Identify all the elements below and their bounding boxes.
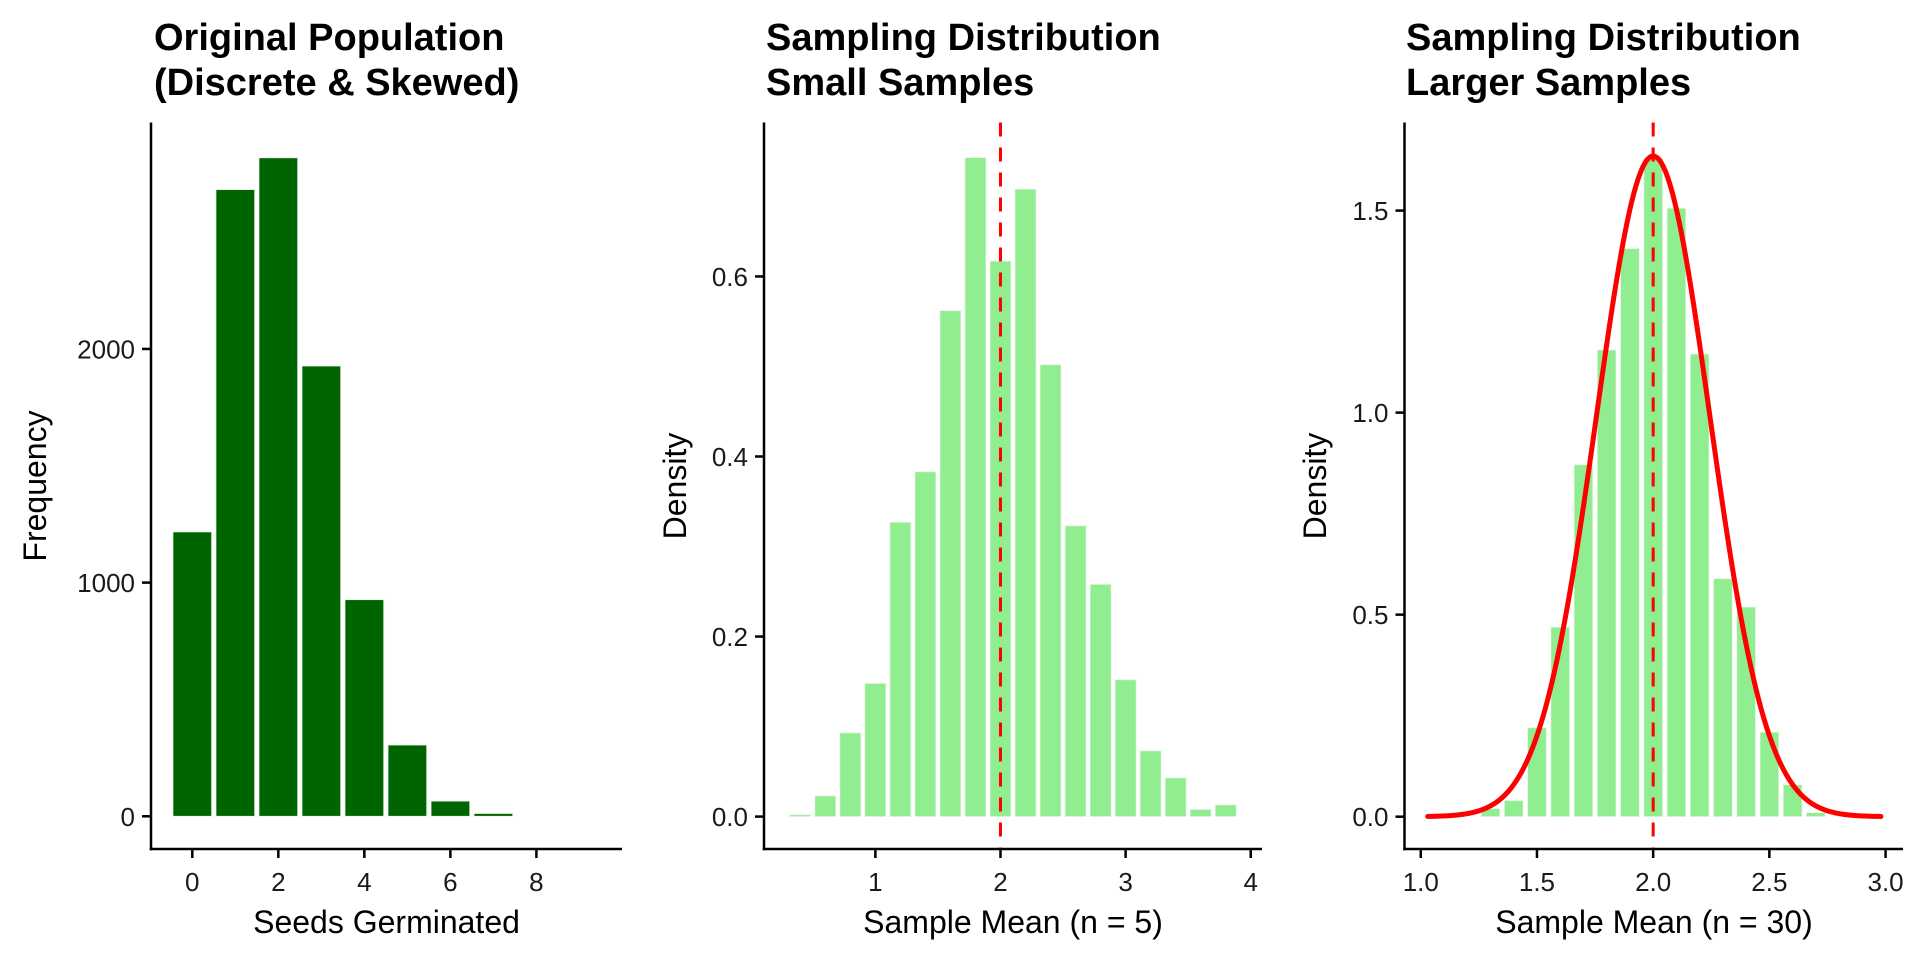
y-tick-label: 0 (121, 802, 135, 832)
y-tick-label: 1000 (77, 568, 135, 598)
bar (258, 157, 299, 817)
panel-title-line-1: Sampling Distribution (1406, 17, 1801, 59)
bar (387, 744, 428, 817)
bar (864, 682, 887, 817)
panel-small-samples: Sampling Distribution Small Samples Samp… (657, 17, 1262, 940)
y-tick-label: 0.2 (712, 622, 748, 652)
bars (1425, 122, 1884, 849)
bars (789, 122, 1237, 849)
x-tick-label: 2.5 (1751, 867, 1787, 897)
bar (1089, 583, 1112, 817)
panel-title-line-2: Small Samples (766, 62, 1034, 104)
bar (1689, 353, 1710, 818)
panel-title-line-1: Sampling Distribution (766, 17, 1161, 59)
bar (1214, 804, 1237, 817)
normal-curve (1425, 153, 1884, 819)
y-tick-label: 0.4 (712, 442, 748, 472)
bar (430, 800, 471, 817)
y-tick-label: 1.5 (1352, 196, 1388, 226)
panel-title-line-2: Larger Samples (1406, 62, 1691, 104)
bar (1503, 800, 1524, 818)
y-tick-label: 2000 (77, 334, 135, 364)
x-tick-label: 8 (529, 867, 543, 897)
y-tick-label: 1.0 (1352, 398, 1388, 428)
bar (301, 365, 342, 817)
bar (1596, 349, 1617, 818)
panel-title-line-1: Original Population (154, 17, 504, 59)
bar (473, 813, 514, 817)
y-tick-label: 0.6 (712, 262, 748, 292)
bar (939, 310, 962, 817)
bar (344, 599, 385, 817)
bar (914, 471, 937, 817)
x-tick-label: 6 (443, 867, 457, 897)
axes: 1 2 3 4 0.0 0.2 0.4 0.6 (712, 122, 1262, 897)
y-axis-title: Frequency (17, 410, 53, 561)
panel-title-line-2: (Discrete & Skewed) (154, 62, 519, 104)
y-tick-label: 0.5 (1352, 600, 1388, 630)
y-axis-title: Density (657, 433, 693, 540)
bar (172, 531, 213, 817)
x-tick-label: 3.0 (1867, 867, 1903, 897)
x-tick-label: 1.0 (1403, 867, 1439, 897)
x-tick-label: 0 (185, 867, 199, 897)
bar (814, 795, 837, 817)
bar (1039, 364, 1062, 817)
bar (839, 732, 862, 817)
bar (1189, 808, 1212, 817)
bar (789, 814, 812, 817)
bar (1114, 679, 1137, 817)
bar (1666, 207, 1687, 818)
bar (889, 521, 912, 817)
x-tick-label: 1 (868, 867, 882, 897)
x-axis-title: Sample Mean (n = 30) (1495, 904, 1813, 940)
bar (1164, 777, 1187, 817)
x-tick-label: 2.0 (1635, 867, 1671, 897)
bar (1139, 750, 1162, 817)
x-tick-label: 2 (993, 867, 1007, 897)
x-tick-label: 3 (1118, 867, 1132, 897)
x-axis-title: Seeds Germinated (253, 904, 520, 940)
y-tick-label: 0.0 (1352, 802, 1388, 832)
axes: 0 2 4 6 8 0 1000 2000 (77, 122, 622, 897)
axes: 1.0 1.5 2.0 2.5 3.0 0.0 0.5 1.0 1.5 (1352, 122, 1904, 897)
bar (215, 189, 256, 817)
bar (1806, 812, 1826, 818)
panel-population: Original Population (Discrete & Skewed) … (17, 17, 622, 940)
x-tick-label: 4 (1244, 867, 1258, 897)
x-tick-label: 2 (271, 867, 285, 897)
bar (964, 157, 987, 817)
panel-larger-samples: Sampling Distribution Larger Samples Sam… (1297, 17, 1904, 940)
x-tick-label: 1.5 (1519, 867, 1555, 897)
bar (1713, 578, 1733, 818)
x-tick-label: 4 (357, 867, 371, 897)
bar (1064, 525, 1087, 817)
bar (1759, 731, 1780, 818)
y-axis-title: Density (1297, 433, 1333, 540)
bar (1620, 248, 1640, 818)
x-axis-title: Sample Mean (n = 5) (863, 904, 1163, 940)
y-tick-label: 0.0 (712, 802, 748, 832)
bars (172, 157, 514, 817)
bar (1014, 188, 1037, 817)
